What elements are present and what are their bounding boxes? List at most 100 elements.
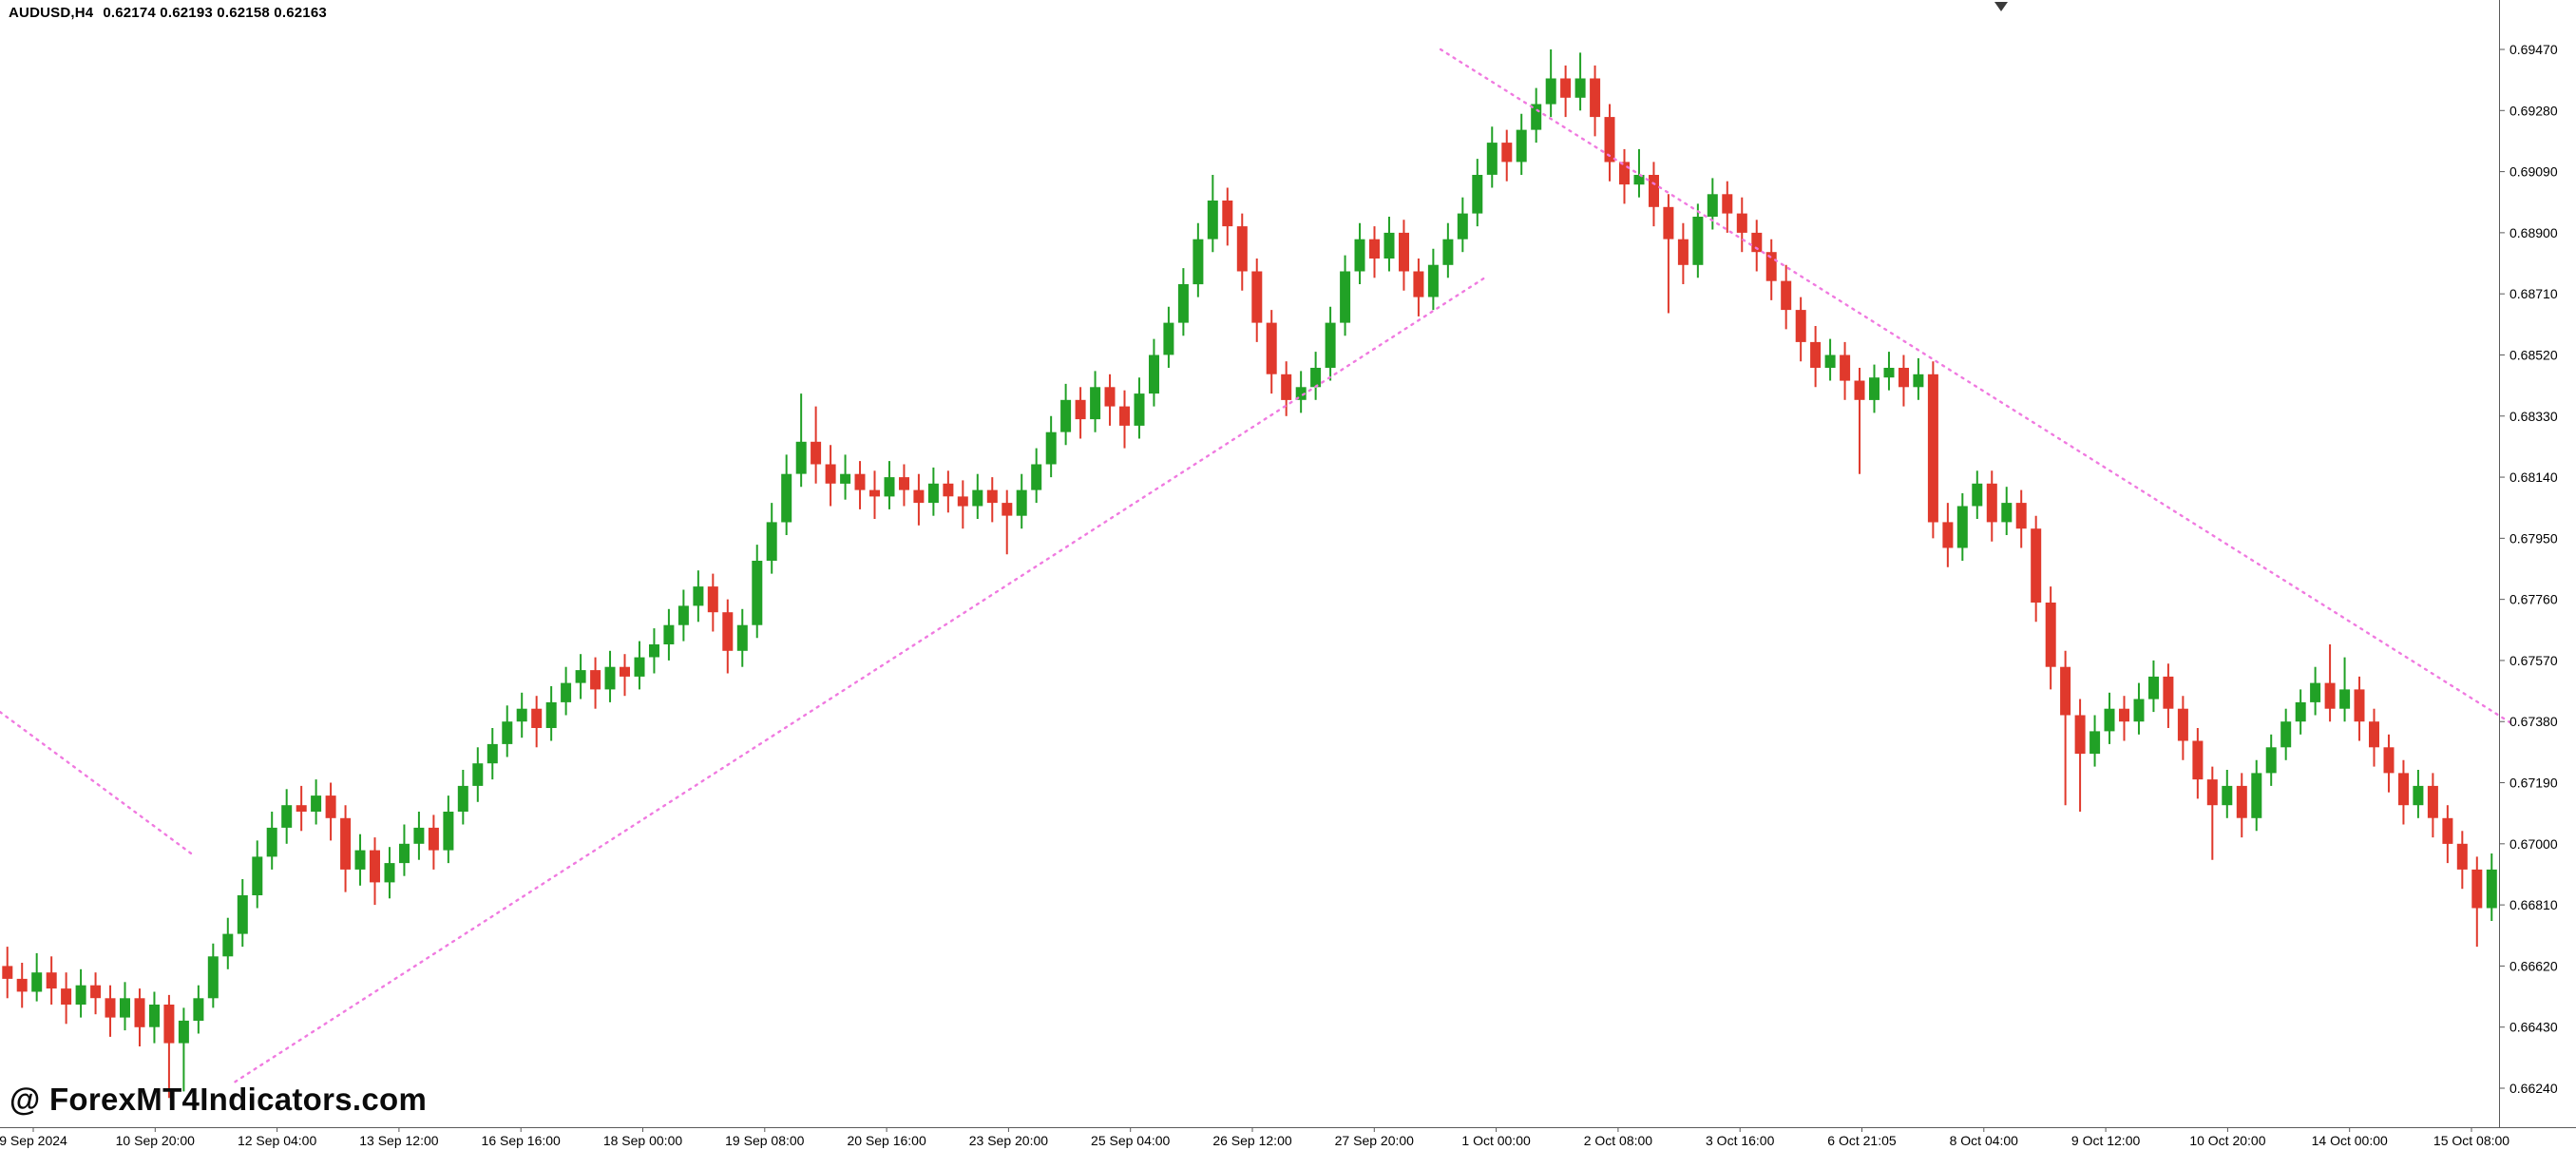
bear-candle-body (2456, 843, 2468, 870)
bull-candle-body (178, 1020, 189, 1044)
bull-candle-body (266, 827, 277, 857)
bull-candle-body (472, 763, 484, 786)
bull-candle-body (516, 708, 527, 722)
price-axis-label: 0.68710 (2509, 286, 2558, 301)
bear-candle-body (2060, 666, 2071, 716)
bear-candle-body (2369, 721, 2379, 748)
price-axis-label: 0.69470 (2509, 42, 2558, 57)
bear-candle-body (1810, 341, 1822, 368)
price-axis-label: 0.66430 (2509, 1020, 2558, 1035)
bear-candle-body (1899, 368, 1909, 388)
bear-candle-body (1663, 206, 1674, 240)
bull-candle-body (604, 666, 616, 690)
bull-candle-body (207, 956, 219, 999)
dotted-trendline-segment (1439, 48, 2515, 726)
price-axis-label: 0.68330 (2509, 409, 2558, 424)
bull-candle-body (2413, 785, 2424, 806)
bear-candle-body (1251, 271, 1263, 323)
bear-candle-body (1222, 201, 1233, 227)
bear-candle-body (2015, 503, 2027, 529)
bull-candle-body (1177, 284, 1189, 323)
bear-candle-body (1751, 232, 1763, 253)
bull-candle-body (1060, 399, 1072, 432)
bull-candle-body (2251, 773, 2262, 818)
time-axis-label: 8 Oct 04:00 (1950, 1133, 2019, 1148)
bear-candle-body (2031, 528, 2042, 603)
bear-candle-body (2471, 869, 2483, 909)
bear-candle-body (46, 972, 57, 989)
bull-candle-body (1516, 129, 1527, 163)
price-axis[interactable]: 0.69470 0.69280 0.69090 0.68900 0.68710 0.685… (2499, 42, 2558, 1096)
price-axis-label: 0.69090 (2509, 164, 2558, 180)
bear-candle-body (2045, 603, 2056, 667)
bear-candle-body (2398, 773, 2409, 806)
price-axis-label: 0.67000 (2509, 836, 2558, 852)
bull-candle-body (31, 972, 43, 992)
bull-candle-body (736, 624, 748, 651)
bull-candle-body (1442, 239, 1454, 265)
bull-candle-body (677, 605, 689, 625)
bear-candle-body (2192, 740, 2204, 780)
bull-candle-body (1193, 239, 1204, 285)
bear-candle-body (2383, 747, 2395, 774)
bull-candle-body (399, 843, 410, 864)
bear-candle-body (1795, 310, 1806, 342)
time-axis-label: 6 Oct 21:05 (1827, 1133, 1897, 1148)
bear-candle-body (1781, 280, 1792, 311)
bear-candle-body (943, 483, 954, 497)
time-axis-label: 15 Oct 08:00 (2433, 1133, 2509, 1148)
bull-candle-body (1427, 264, 1439, 297)
bear-candle-body (957, 496, 968, 507)
price-axis-label: 0.67190 (2509, 776, 2558, 791)
bear-candle-body (2442, 817, 2453, 844)
bull-candle-body (1340, 271, 1351, 323)
bear-candle-body (1266, 322, 1277, 374)
bull-candle-body (1016, 489, 1027, 516)
scroll-shift-marker[interactable] (1994, 2, 2008, 11)
bull-candle-body (1883, 368, 1895, 378)
bear-candle-body (1413, 271, 1424, 297)
bear-candle-body (1590, 78, 1601, 118)
bull-candle-body (781, 473, 792, 523)
time-axis[interactable]: 9 Sep 2024 10 Sep 20:00 12 Sep 04:00 13 Sep… (0, 1127, 2509, 1148)
time-axis-label: 1 Oct 00:00 (1461, 1133, 1531, 1148)
bull-candle-body (384, 863, 395, 883)
bear-candle-body (854, 473, 866, 490)
time-axis-label: 12 Sep 04:00 (238, 1133, 317, 1148)
bear-candle-body (1604, 117, 1615, 163)
time-axis-label: 20 Sep 16:00 (847, 1133, 926, 1148)
bull-candle-body (2001, 503, 2013, 523)
bull-candle-body (502, 721, 513, 744)
bear-candle-body (1677, 239, 1689, 265)
time-axis-label: 9 Sep 2024 (0, 1133, 67, 1148)
candles-layer[interactable] (2, 49, 2497, 1099)
bear-candle-body (61, 988, 72, 1005)
bear-candle-body (825, 464, 836, 484)
ohlc-readout: 0.62174 0.62193 0.62158 0.62163 (103, 5, 327, 21)
price-axis-label: 0.68900 (2509, 225, 2558, 240)
bull-candle-body (354, 850, 366, 870)
bull-candle-body (1972, 483, 1983, 507)
price-axis-label: 0.68520 (2509, 348, 2558, 363)
bull-candle-body (795, 441, 807, 474)
bull-candle-body (884, 477, 895, 497)
bull-candle-body (1207, 201, 1218, 240)
bull-candle-body (575, 670, 586, 683)
bull-candle-body (193, 998, 204, 1021)
bear-candle-body (811, 441, 822, 465)
bear-candle-body (913, 489, 925, 504)
bull-candle-body (237, 895, 248, 934)
bull-candle-body (561, 682, 572, 702)
bull-candle-body (1707, 194, 1718, 217)
bull-candle-body (1045, 431, 1057, 465)
time-axis-label: 3 Oct 16:00 (1706, 1133, 1775, 1148)
bull-candle-body (634, 657, 645, 677)
price-axis-label: 0.67380 (2509, 714, 2558, 729)
bull-candle-body (1354, 239, 1365, 272)
bull-candle-body (1956, 506, 1968, 548)
bull-candle-body (413, 827, 425, 844)
price-axis-label: 0.67570 (2509, 653, 2558, 668)
bull-candle-body (1633, 175, 1645, 185)
dotted-trendline-segment (234, 277, 1486, 1083)
